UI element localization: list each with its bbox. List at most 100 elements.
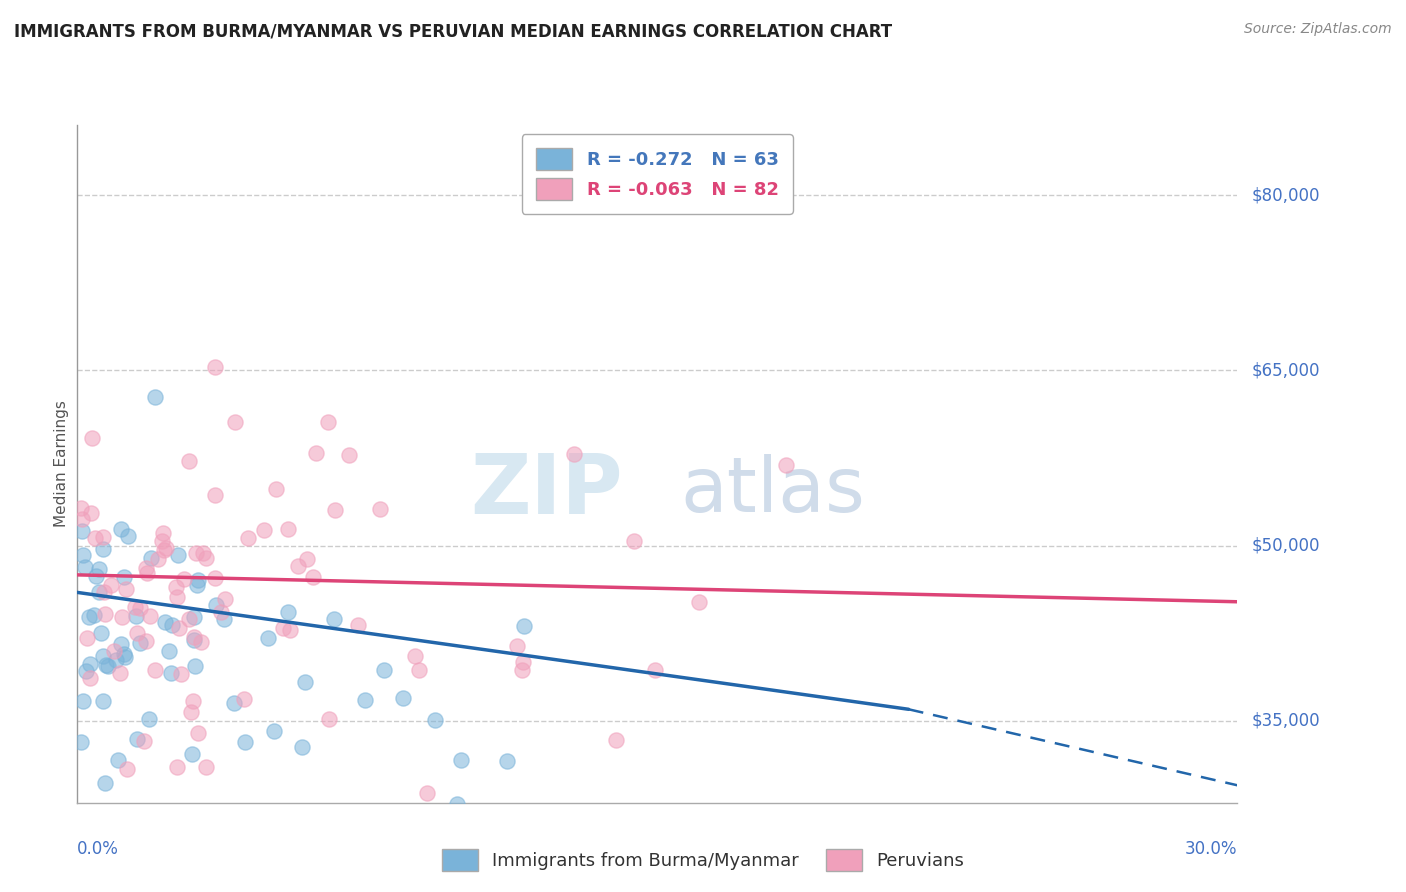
Point — [83, 607, 105, 622]
Y-axis label: Median Earnings: Median Earnings — [53, 401, 69, 527]
Point — [408, 663, 430, 677]
Text: atlas: atlas — [681, 454, 865, 528]
Point — [368, 502, 391, 516]
Point — [135, 634, 157, 648]
Point — [129, 600, 152, 615]
Point — [75, 664, 97, 678]
Point — [93, 530, 115, 544]
Point — [373, 663, 395, 677]
Point — [115, 762, 138, 776]
Point — [280, 623, 302, 637]
Point — [169, 666, 191, 681]
Point — [264, 482, 287, 496]
Point — [139, 609, 162, 624]
Point — [72, 549, 94, 563]
Point — [688, 595, 710, 609]
Point — [184, 546, 207, 560]
Point — [165, 580, 187, 594]
Point — [391, 690, 413, 705]
Point — [86, 568, 108, 582]
Point — [623, 533, 645, 548]
Point — [112, 647, 135, 661]
Point — [166, 590, 188, 604]
Point — [70, 524, 93, 538]
Point — [84, 531, 107, 545]
Point — [195, 550, 218, 565]
Point — [562, 447, 585, 461]
Point — [143, 390, 166, 404]
Point — [450, 753, 472, 767]
Text: $50,000: $50,000 — [1251, 537, 1320, 555]
Point — [187, 573, 209, 587]
Point — [337, 448, 360, 462]
Point — [347, 618, 370, 632]
Point — [214, 612, 236, 626]
Point — [233, 734, 256, 748]
Point — [150, 533, 173, 548]
Point — [100, 578, 122, 592]
Point — [138, 712, 160, 726]
Point — [180, 747, 202, 761]
Point — [80, 431, 103, 445]
Point — [103, 644, 125, 658]
Point — [277, 522, 299, 536]
Text: $35,000: $35,000 — [1251, 712, 1320, 730]
Point — [152, 543, 174, 558]
Point — [160, 666, 183, 681]
Point — [305, 445, 328, 459]
Point — [93, 585, 115, 599]
Point — [183, 658, 205, 673]
Point — [186, 578, 208, 592]
Text: 30.0%: 30.0% — [1185, 840, 1237, 858]
Point — [173, 572, 195, 586]
Point — [80, 506, 103, 520]
Point — [194, 760, 217, 774]
Point — [159, 643, 181, 657]
Point — [90, 626, 112, 640]
Text: IMMIGRANTS FROM BURMA/MYANMAR VS PERUVIAN MEDIAN EARNINGS CORRELATION CHART: IMMIGRANTS FROM BURMA/MYANMAR VS PERUVIA… — [14, 22, 893, 40]
Point — [775, 458, 797, 472]
Text: 0.0%: 0.0% — [77, 840, 120, 858]
Point — [129, 635, 152, 649]
Point — [183, 630, 205, 644]
Point — [107, 753, 129, 767]
Point — [187, 726, 209, 740]
Point — [94, 657, 117, 672]
Point — [179, 612, 201, 626]
Point — [277, 605, 299, 619]
Point — [294, 675, 316, 690]
Point — [167, 548, 190, 562]
Point — [181, 694, 204, 708]
Point — [253, 523, 276, 537]
Point — [132, 733, 155, 747]
Point — [316, 416, 339, 430]
Point — [506, 639, 529, 653]
Point — [91, 541, 114, 556]
Point — [190, 634, 212, 648]
Point — [115, 582, 138, 596]
Point — [233, 692, 256, 706]
Point — [162, 618, 184, 632]
Point — [496, 754, 519, 768]
Point — [72, 693, 94, 707]
Point — [180, 706, 202, 720]
Point — [605, 732, 627, 747]
Point — [263, 724, 285, 739]
Point — [77, 610, 100, 624]
Point — [152, 525, 174, 540]
Point — [425, 713, 447, 727]
Point — [127, 732, 149, 747]
Point — [318, 712, 340, 726]
Point — [146, 552, 169, 566]
Point — [114, 650, 136, 665]
Point — [70, 734, 93, 748]
Legend: Immigrants from Burma/Myanmar, Peruvians: Immigrants from Burma/Myanmar, Peruvians — [434, 842, 972, 879]
Point — [209, 606, 232, 620]
Point — [191, 546, 214, 560]
Text: Source: ZipAtlas.com: Source: ZipAtlas.com — [1244, 22, 1392, 37]
Point — [204, 488, 226, 502]
Point — [94, 776, 117, 790]
Point — [112, 570, 135, 584]
Point — [204, 571, 226, 585]
Point — [323, 612, 346, 626]
